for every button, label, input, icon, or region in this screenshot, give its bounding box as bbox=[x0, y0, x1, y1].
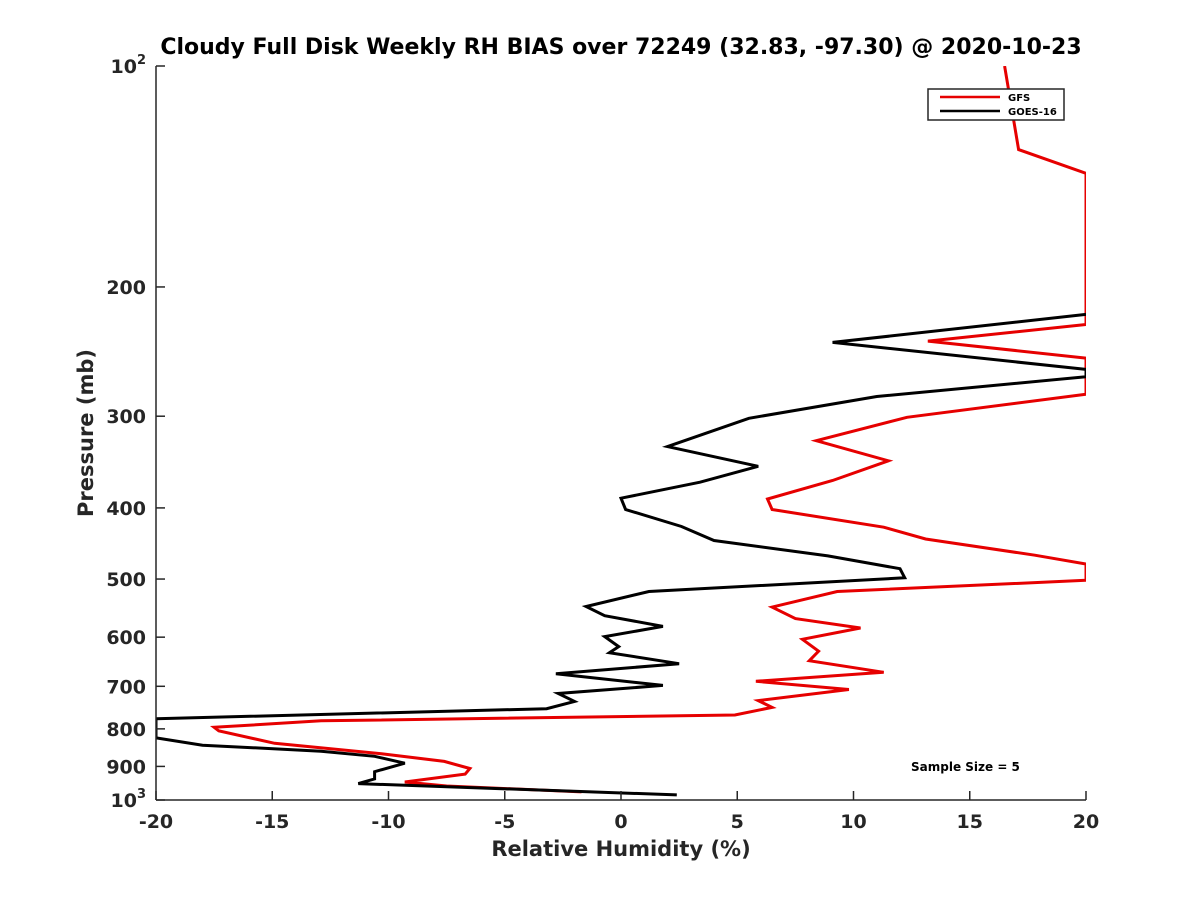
y-tick-label: 500 bbox=[106, 569, 146, 591]
y-tick-label: 102 bbox=[111, 53, 147, 78]
x-tick-label: 0 bbox=[614, 811, 627, 833]
chart-title: Cloudy Full Disk Weekly RH BIAS over 722… bbox=[160, 35, 1081, 60]
y-tick-label: 400 bbox=[106, 498, 146, 520]
series-line-goes-16 bbox=[156, 312, 1086, 797]
x-tick-label: 15 bbox=[957, 811, 983, 833]
x-tick-label: -20 bbox=[139, 811, 173, 833]
x-axis-label: Relative Humidity (%) bbox=[491, 837, 750, 861]
x-tick-label: 20 bbox=[1073, 811, 1099, 833]
sample-size-annotation: Sample Size = 5 bbox=[911, 760, 1020, 774]
x-ticks: -20 -15 -10 -5 0 5 10 15 20 bbox=[139, 791, 1099, 833]
y-tick-label: 800 bbox=[106, 719, 146, 741]
plot-area bbox=[156, 66, 1086, 797]
y-tick-label: 700 bbox=[106, 676, 146, 698]
x-tick-label: 5 bbox=[731, 811, 744, 833]
legend-label-gfs: GFS bbox=[1008, 93, 1030, 104]
legend: GFS GOES-16 bbox=[927, 88, 1065, 121]
series-line-gfs bbox=[209, 66, 1086, 794]
y-ticks: 102 200 300 400 500 600 700 800 900 103 bbox=[106, 53, 165, 812]
x-tick-label: -10 bbox=[371, 811, 405, 833]
y-tick-label: 900 bbox=[106, 756, 146, 778]
x-tick-label: -15 bbox=[255, 811, 289, 833]
y-axis-label: Pressure (mb) bbox=[74, 349, 98, 517]
x-tick-label: 10 bbox=[840, 811, 866, 833]
legend-label-goes-16: GOES-16 bbox=[1008, 107, 1057, 118]
y-tick-label: 200 bbox=[106, 277, 146, 299]
x-tick-label: -5 bbox=[494, 811, 515, 833]
legend-box bbox=[927, 88, 1065, 121]
y-tick-label: 103 bbox=[111, 787, 147, 812]
y-tick-label: 600 bbox=[106, 627, 146, 649]
y-tick-label: 300 bbox=[106, 406, 146, 428]
